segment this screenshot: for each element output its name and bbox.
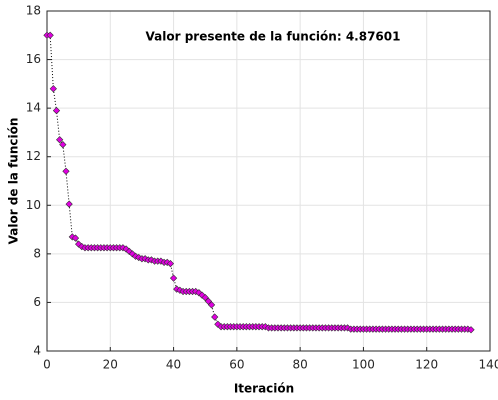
x-tick-label: 120 [415, 358, 438, 372]
x-tick-label: 100 [352, 358, 375, 372]
chart-title: Valor presente de la función: 4.87601 [146, 30, 401, 44]
x-tick-label: 80 [293, 358, 308, 372]
data-point [169, 274, 178, 282]
data-point [49, 85, 57, 93]
y-tick-label: 6 [33, 295, 41, 309]
data-point [166, 259, 175, 268]
x-tick-label: 0 [43, 358, 51, 372]
x-tick-label: 60 [229, 358, 244, 372]
x-tick-label: 140 [479, 358, 498, 372]
data-point [207, 301, 216, 309]
y-tick-label: 12 [26, 149, 41, 163]
x-tick-label: 20 [103, 358, 118, 372]
data-point [56, 136, 64, 144]
x-tick-label: 40 [166, 358, 181, 372]
data-point [198, 291, 206, 299]
data-point [71, 234, 80, 242]
data-point [65, 200, 73, 208]
y-tick-label: 14 [26, 101, 41, 115]
data-point [52, 106, 61, 115]
data-point [128, 250, 137, 258]
data-point [211, 313, 219, 321]
x-axis-label: Iteración [234, 382, 294, 396]
data-point [125, 247, 133, 256]
y-tick-label: 16 [26, 52, 41, 66]
y-tick-label: 4 [33, 344, 41, 358]
data-point [62, 167, 70, 175]
plot-area [47, 11, 490, 351]
data-point [75, 240, 83, 248]
axes-box [46, 10, 491, 352]
data-point [46, 31, 54, 39]
y-tick-label: 18 [26, 4, 41, 18]
data-point [59, 140, 67, 149]
y-tick-label: 8 [33, 246, 41, 260]
y-tick-label: 10 [26, 198, 41, 212]
y-axis-label: Valor de la función [7, 118, 21, 245]
data-point [467, 326, 475, 334]
